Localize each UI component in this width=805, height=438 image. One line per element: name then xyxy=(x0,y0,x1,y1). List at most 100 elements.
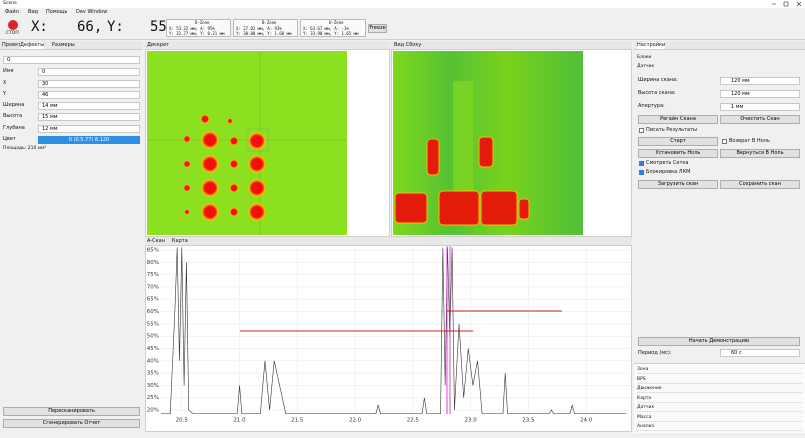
stop-label: СТОП xyxy=(6,31,19,36)
y-tick-label: 25% xyxy=(147,395,159,401)
y-tick-label: 55% xyxy=(147,321,159,327)
window-controls[interactable] xyxy=(770,1,804,7)
y-tick-label: 80% xyxy=(147,260,159,266)
checkbox-label: Возврат В Ноль xyxy=(729,138,770,144)
x-value: 66, xyxy=(77,19,103,35)
section-title: Блоки xyxy=(637,55,652,60)
menu-item[interactable]: Помощь xyxy=(46,9,68,15)
menu-item[interactable]: Файл xyxy=(5,9,19,15)
demo-button[interactable]: Начать Демонстрацию xyxy=(638,337,800,346)
separator xyxy=(0,39,805,40)
list-item[interactable]: Масса xyxy=(637,414,802,422)
y-tick-label: 50% xyxy=(147,334,159,340)
checkbox[interactable] xyxy=(639,161,644,166)
button[interactable]: Сохранить скан xyxy=(720,180,800,189)
button[interactable]: Очистить Скан xyxy=(720,115,800,124)
x-tick-label: 20.5 xyxy=(176,418,189,424)
list-item[interactable]: Зона xyxy=(637,366,802,374)
zone-line: Y: 33.90 мм, Y: 1.65 мм xyxy=(303,31,359,36)
panel-header xyxy=(391,41,632,50)
zone-box: D-Zone X: 53.22 мм, A: 95% Y: 32.77 мм, … xyxy=(166,19,231,37)
zone-title: B-Zone xyxy=(262,20,277,25)
list-item[interactable]: Движение xyxy=(637,385,802,393)
tab[interactable]: Настройки xyxy=(637,42,666,49)
y-tick-label: 30% xyxy=(147,383,159,389)
field-label: Высота xyxy=(3,113,23,119)
field-input[interactable]: 46 xyxy=(38,91,140,99)
side-view-image xyxy=(393,51,583,235)
setting-combo[interactable]: 1 мм xyxy=(720,103,800,111)
field-input[interactable]: 0 xyxy=(38,68,140,76)
field-label: Цвет xyxy=(3,136,16,142)
y-tick-label: 45% xyxy=(147,346,159,352)
tab[interactable]: Размеры xyxy=(52,42,75,48)
list-item[interactable]: BPS xyxy=(637,376,802,384)
rescan-button[interactable]: Пересканировать xyxy=(3,407,140,416)
freeze-button[interactable]: Freeze xyxy=(368,24,387,33)
y-tick-label: 35% xyxy=(147,371,159,377)
tab[interactable]: A-Скан xyxy=(147,238,165,244)
panel-title[interactable]: Дискрет xyxy=(147,42,170,48)
x-tick-label: 23.0 xyxy=(464,418,477,424)
y-tick-label: 40% xyxy=(147,358,159,364)
x-tick-label: 22.5 xyxy=(407,418,420,424)
y-tick-label: 75% xyxy=(147,272,159,278)
zone-box: B-Zone X: 27.02 мм, A: 93% Y: 30.00 мм, … xyxy=(233,19,298,37)
area-text: Площадь: 210 мм² xyxy=(3,146,47,151)
x-tick-label: 21.5 xyxy=(291,418,304,424)
left-tabs xyxy=(0,41,143,50)
button[interactable]: Установить Ноль xyxy=(638,149,718,158)
discrete-image xyxy=(147,51,347,235)
setting-label: Ширина скана: xyxy=(638,77,678,83)
checkbox-label: Писать Результаты xyxy=(646,127,697,133)
panel-header xyxy=(145,237,632,246)
button[interactable]: Регайн Скана xyxy=(638,115,718,124)
setting-combo[interactable]: 120 мм xyxy=(720,90,800,98)
stop-button[interactable] xyxy=(8,20,18,30)
x-tick-label: 24.0 xyxy=(580,418,593,424)
menu-item[interactable]: Вид xyxy=(28,9,39,15)
panel-header xyxy=(145,41,390,50)
menu-item[interactable]: Dev Window xyxy=(76,9,108,15)
zone-line: Y: 30.00 мм, Y: 1.60 мм xyxy=(236,31,292,36)
report-button[interactable]: Сгенерировать Отчет xyxy=(3,419,140,428)
zone-title: D-Zone xyxy=(195,20,210,25)
field-label: Имя xyxy=(3,68,14,74)
panel-title[interactable]: Вид Сбоку xyxy=(394,42,422,48)
field-input[interactable]: 15 мм xyxy=(38,113,140,121)
setting-combo[interactable]: 60 с xyxy=(720,349,800,357)
field-input[interactable]: 12 мм xyxy=(38,125,140,133)
tab[interactable]: Проект xyxy=(2,42,22,48)
zone-box: U-Zone X: 63.67 мм, A: -1% Y: 33.90 мм, … xyxy=(300,19,366,37)
color-button[interactable]: 0 (0.5.77) 8.120 xyxy=(38,136,140,144)
checkbox-label: Блокировка ЛКМ xyxy=(646,169,691,175)
window-title: Scene xyxy=(3,1,17,6)
y-value: 55 xyxy=(150,19,167,35)
ascan-panel xyxy=(145,237,632,432)
checkbox[interactable] xyxy=(639,128,644,133)
tab[interactable]: Карта xyxy=(172,238,188,244)
setting-label: Апертура: xyxy=(638,103,665,109)
start-button[interactable]: Старт xyxy=(638,137,718,146)
defect-selector[interactable]: 0 xyxy=(3,56,140,64)
tab[interactable]: Дефекты xyxy=(20,42,45,49)
checkbox[interactable] xyxy=(722,139,727,144)
button[interactable]: Загрузить скан xyxy=(638,180,718,189)
list-item[interactable]: Анализ xyxy=(637,423,802,431)
list-item[interactable]: Датчик xyxy=(637,404,802,412)
setting-combo[interactable]: 120 мм xyxy=(720,77,800,85)
button[interactable]: Вернуться В Ноль xyxy=(720,149,800,158)
checkbox[interactable] xyxy=(639,170,644,175)
y-tick-label: 85% xyxy=(147,247,159,253)
zone-title: U-Zone xyxy=(329,20,344,25)
x-label: X: xyxy=(31,19,48,35)
y-label: Y: xyxy=(107,19,124,35)
plot-area: 20% 25% 30% 35% 40% 45% 50% 55% 60% 65% 70% 75% 80% 8… xyxy=(147,246,630,424)
setting-label: Период (мс): xyxy=(638,350,672,356)
field-input[interactable]: 14 мм xyxy=(38,102,140,110)
y-tick-label: 20% xyxy=(147,408,159,414)
list-item[interactable]: Карта xyxy=(637,395,802,403)
field-input[interactable]: 30 xyxy=(38,80,140,88)
panel-list: Зона BPS Движение Карта Датчик Масса Анализ xyxy=(634,363,805,433)
